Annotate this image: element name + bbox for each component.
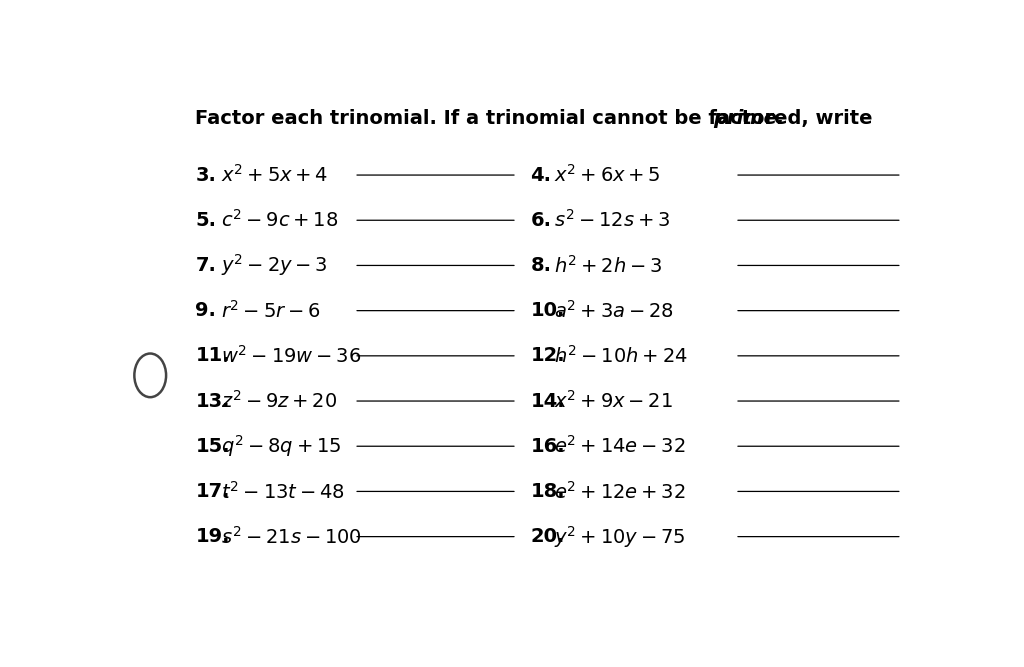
Text: 6.: 6.: [530, 211, 551, 229]
Text: $x^2 + 9x - 21$: $x^2 + 9x - 21$: [554, 390, 673, 412]
Text: $q^2 - 8q + 15$: $q^2 - 8q + 15$: [221, 434, 341, 459]
Text: 16.: 16.: [530, 437, 565, 456]
Text: $y^2 + 10y - 75$: $y^2 + 10y - 75$: [554, 524, 686, 550]
Text: $s^2 - 12s + 3$: $s^2 - 12s + 3$: [554, 209, 670, 231]
Text: $r^2 - 5r - 6$: $r^2 - 5r - 6$: [221, 299, 321, 321]
Text: $x^2 + 6x + 5$: $x^2 + 6x + 5$: [554, 164, 660, 186]
Text: $s^2 - 21s - 100$: $s^2 - 21s - 100$: [221, 526, 361, 548]
Text: 14.: 14.: [530, 392, 565, 410]
Text: 11.: 11.: [196, 346, 230, 366]
Text: 15.: 15.: [196, 437, 230, 456]
Text: 7.: 7.: [196, 256, 216, 275]
Text: 12.: 12.: [530, 346, 565, 366]
Text: 10.: 10.: [530, 301, 564, 320]
Text: $e^2 + 12e + 32$: $e^2 + 12e + 32$: [554, 480, 686, 502]
Text: 18.: 18.: [530, 482, 565, 501]
Text: 9.: 9.: [196, 301, 216, 320]
Text: $z^2 - 9z + 20$: $z^2 - 9z + 20$: [221, 390, 337, 412]
Text: 17.: 17.: [196, 482, 230, 501]
Text: $e^2 + 14e - 32$: $e^2 + 14e - 32$: [554, 436, 686, 457]
Text: $a^2 + 3a - 28$: $a^2 + 3a - 28$: [554, 299, 674, 321]
Text: 20.: 20.: [530, 527, 564, 546]
Text: $h^2 + 2h - 3$: $h^2 + 2h - 3$: [554, 255, 663, 276]
Text: 5.: 5.: [196, 211, 216, 229]
Text: $y^2 - 2y - 3$: $y^2 - 2y - 3$: [221, 253, 328, 278]
Text: 4.: 4.: [530, 165, 551, 185]
Text: $x^2 + 5x + 4$: $x^2 + 5x + 4$: [221, 164, 328, 186]
Text: $h^2 - 10h + 24$: $h^2 - 10h + 24$: [554, 345, 688, 367]
Text: 8.: 8.: [530, 256, 551, 275]
Text: 3.: 3.: [196, 165, 216, 185]
Text: 13.: 13.: [196, 392, 230, 410]
Text: prime.: prime.: [714, 109, 785, 128]
Text: 19.: 19.: [196, 527, 230, 546]
Text: Factor each trinomial. If a trinomial cannot be factored, write: Factor each trinomial. If a trinomial ca…: [196, 109, 880, 128]
Text: $w^2 - 19w - 36$: $w^2 - 19w - 36$: [221, 345, 361, 367]
Text: $c^2 - 9c + 18$: $c^2 - 9c + 18$: [221, 209, 338, 231]
Text: $t^2 - 13t - 48$: $t^2 - 13t - 48$: [221, 480, 345, 502]
